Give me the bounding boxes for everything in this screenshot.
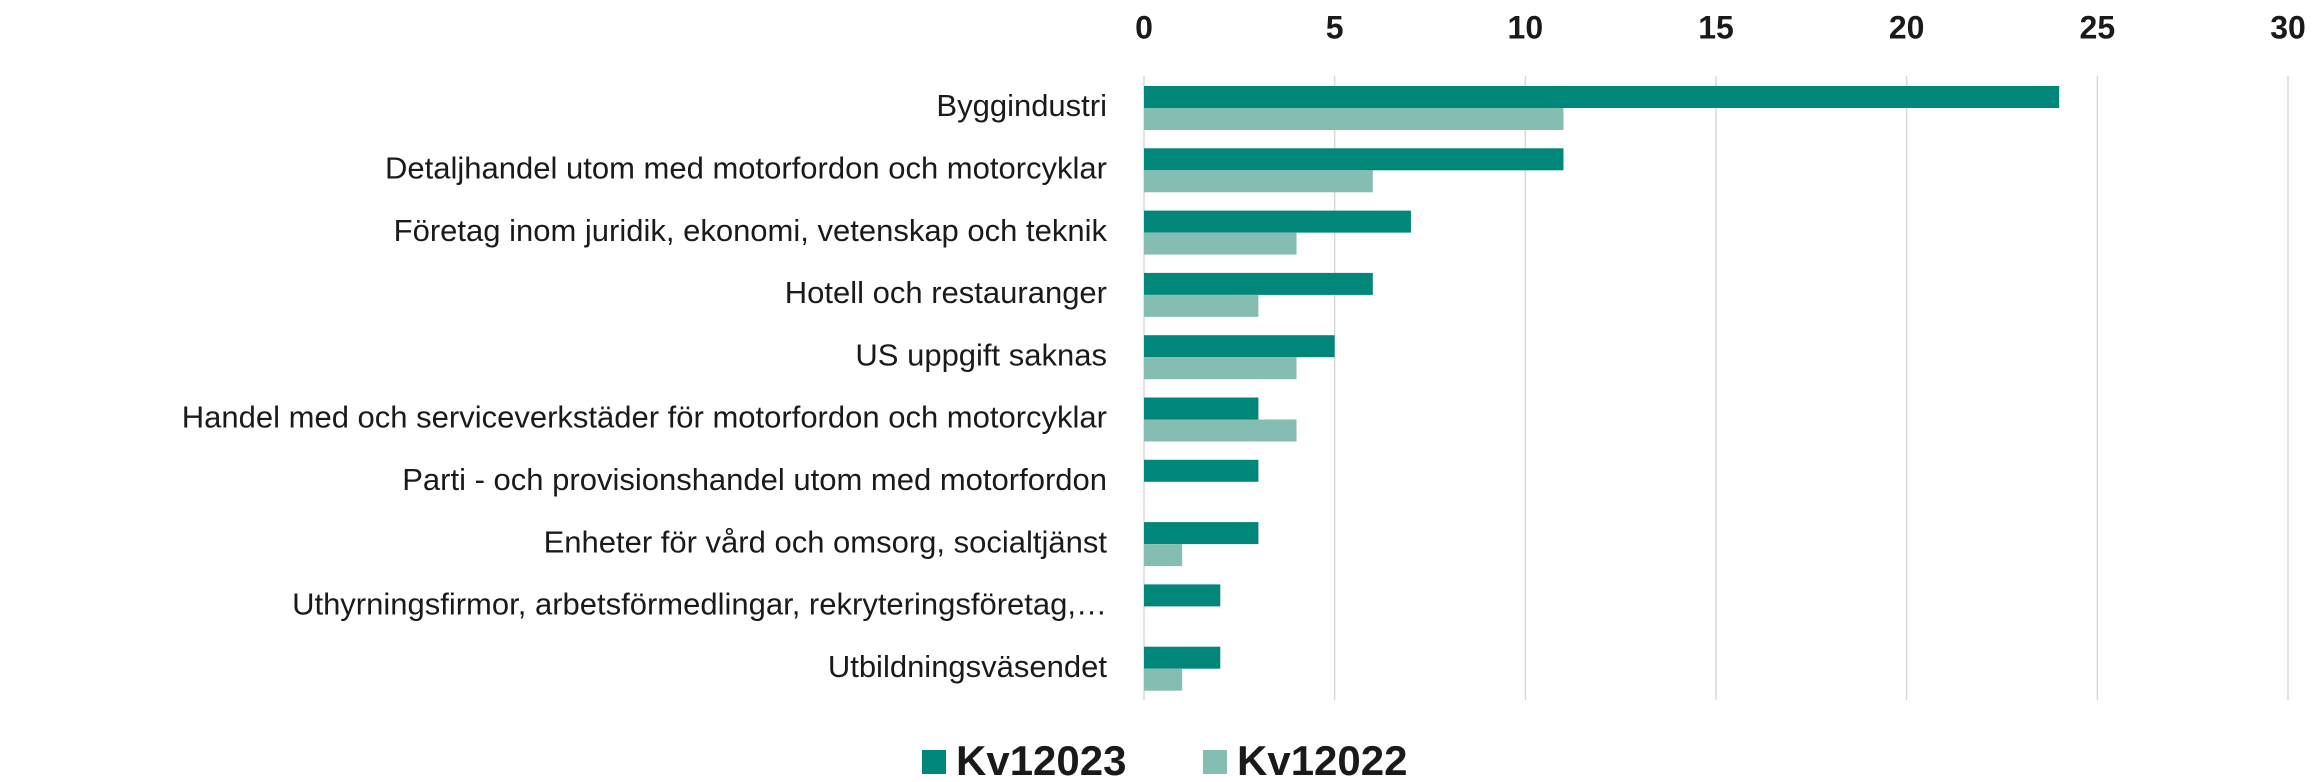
bar — [1144, 544, 1183, 567]
category-label: Utbildningsväsendet — [828, 649, 1108, 684]
bar — [1144, 459, 1259, 482]
bar — [1144, 335, 1335, 358]
bar — [1144, 148, 1564, 171]
x-tick-label: 25 — [2080, 9, 2116, 45]
bar — [1144, 170, 1373, 193]
category-label: Handel med och serviceverkstäder för mot… — [182, 400, 1107, 435]
bar — [1144, 272, 1373, 295]
category-label: Hotell och restauranger — [785, 275, 1107, 310]
legend-swatch — [922, 750, 946, 774]
bar — [1144, 232, 1297, 255]
x-tick-label: 0 — [1135, 9, 1153, 45]
x-tick-label: 20 — [1889, 9, 1925, 45]
bar — [1144, 522, 1259, 545]
bar — [1144, 294, 1259, 317]
bar — [1144, 646, 1221, 669]
bar — [1144, 108, 1564, 130]
x-tick-label: 30 — [2270, 9, 2306, 45]
x-tick-label: 15 — [1698, 9, 1734, 45]
category-label: Företag inom juridik, ekonomi, vetenskap… — [394, 213, 1108, 248]
legend-label: Kv12022 — [1237, 737, 1407, 782]
category-label: Uthyrningsfirmor, arbetsförmedlingar, re… — [292, 587, 1107, 622]
legend-swatch — [1203, 750, 1227, 774]
bar — [1144, 397, 1259, 420]
bar — [1144, 668, 1183, 691]
bar — [1144, 419, 1297, 442]
bar — [1144, 357, 1297, 380]
bar — [1144, 86, 2060, 108]
category-label: Enheter för vård och omsorg, socialtjäns… — [544, 524, 1108, 559]
bar — [1144, 584, 1221, 607]
legend-label: Kv12023 — [956, 737, 1126, 782]
category-label: US uppgift saknas — [855, 337, 1107, 372]
x-tick-label: 5 — [1326, 9, 1344, 45]
category-label: Parti - och provisionshandel utom med mo… — [402, 462, 1107, 497]
bar — [1144, 210, 1411, 233]
category-label: Byggindustri — [936, 88, 1107, 123]
category-label: Detaljhandel utom med motorfordon och mo… — [385, 150, 1107, 185]
x-tick-label: 10 — [1508, 9, 1544, 45]
